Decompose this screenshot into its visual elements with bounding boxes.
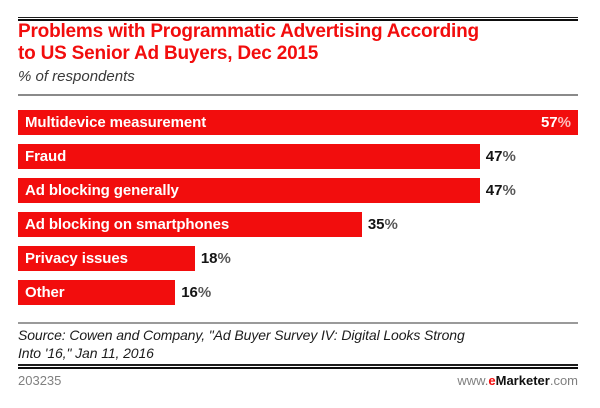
chart-title: Problems with Programmatic Advertising A…	[18, 21, 578, 65]
bar-value-label: 57%	[540, 114, 571, 131]
bar-value-label: 47%	[485, 148, 516, 165]
bar-category-label: Multidevice measurement	[25, 114, 207, 131]
footer-bar: 203235 www.eMarketer.com	[18, 373, 578, 388]
source-divider-rule	[18, 322, 578, 324]
chart-title-line-2: to US Senior Ad Buyers, Dec 2015	[18, 43, 319, 64]
bar-row: Ad blocking generally 47%	[18, 178, 578, 203]
bar-row: Ad blocking on smartphones 35%	[18, 212, 578, 237]
source-note: Source: Cowen and Company, "Ad Buyer Sur…	[18, 327, 578, 362]
bar-category-label: Fraud	[25, 148, 67, 165]
chart-title-line-1: Problems with Programmatic Advertising A…	[18, 21, 479, 42]
wordmark-suffix: .com	[549, 373, 578, 388]
bar: Ad blocking generally	[18, 178, 480, 203]
bar-row: Other 16%	[18, 280, 578, 305]
bar-category-label: Ad blocking generally	[25, 182, 179, 199]
source-line-1: Source: Cowen and Company, "Ad Buyer Sur…	[18, 327, 465, 343]
bar: Fraud	[18, 144, 480, 169]
bar-value-label: 16%	[181, 284, 212, 301]
bar-value-label: 47%	[485, 182, 516, 199]
bar-row: Privacy issues 18%	[18, 246, 578, 271]
bar: Privacy issues	[18, 246, 195, 271]
wordmark-brand-rest: Marketer	[495, 373, 550, 388]
wordmark-prefix: www.	[457, 373, 489, 388]
chart-id: 203235	[18, 373, 62, 388]
bar-value-label: 35%	[367, 216, 398, 233]
bar-chart: Multidevice measurement 57% Fraud 47% Ad blo…	[18, 110, 578, 314]
bar-category-label: Other	[25, 284, 65, 301]
bar: Ad blocking on smartphones	[18, 212, 362, 237]
top-double-rule	[18, 17, 578, 21]
bar: Other	[18, 280, 176, 305]
bar-row: Fraud 47%	[18, 144, 578, 169]
source-line-2: Into '16," Jan 11, 2016	[18, 344, 154, 361]
emarketer-wordmark: www.eMarketer.com	[457, 373, 578, 388]
bar: Multidevice measurement 57%	[18, 110, 578, 135]
bar-category-label: Privacy issues	[25, 250, 128, 267]
bar-category-label: Ad blocking on smartphones	[25, 216, 230, 233]
bottom-double-rule	[18, 364, 578, 369]
chart-subtitle: % of respondents	[18, 68, 135, 85]
wordmark-brand-e: e	[488, 373, 496, 388]
bar-value-label: 18%	[200, 250, 231, 267]
subtitle-divider-rule	[18, 94, 578, 96]
bar-row: Multidevice measurement 57%	[18, 110, 578, 135]
